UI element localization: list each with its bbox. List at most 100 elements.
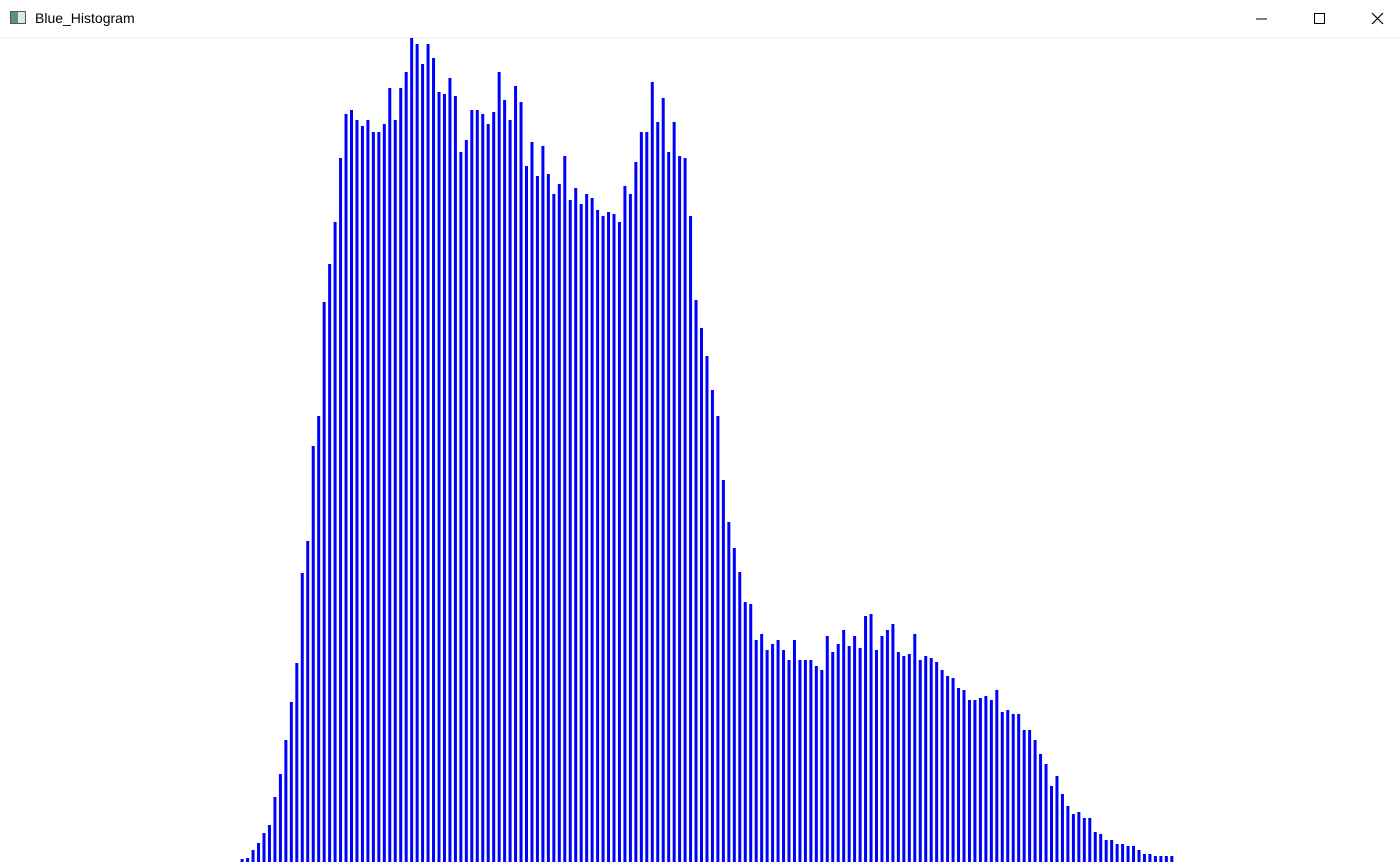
bar xyxy=(973,700,977,862)
bar xyxy=(984,696,988,862)
bar xyxy=(858,648,862,862)
bar xyxy=(410,38,414,862)
bar xyxy=(289,702,293,862)
bar xyxy=(1028,730,1032,862)
bar xyxy=(820,670,824,862)
bar xyxy=(967,700,971,862)
bar xyxy=(667,152,671,862)
bar xyxy=(847,646,851,862)
maximize-button[interactable] xyxy=(1290,0,1348,38)
bar xyxy=(1044,764,1048,862)
bar xyxy=(563,156,567,862)
bar xyxy=(344,114,348,862)
bar xyxy=(1039,754,1043,862)
bar xyxy=(935,662,939,862)
bar xyxy=(743,602,747,862)
bar xyxy=(388,88,392,862)
bar xyxy=(1093,832,1097,862)
bar xyxy=(437,92,441,862)
bar xyxy=(415,44,419,862)
bar xyxy=(913,634,917,862)
bar xyxy=(317,416,321,862)
bar xyxy=(371,132,375,862)
bar xyxy=(426,44,430,862)
bar xyxy=(306,541,310,862)
bar xyxy=(1148,854,1152,862)
bar xyxy=(251,850,255,862)
bar xyxy=(295,663,299,862)
bar xyxy=(530,142,534,862)
bar xyxy=(957,688,961,862)
bar xyxy=(601,216,605,862)
bar xyxy=(607,212,611,862)
bar xyxy=(896,652,900,862)
bar xyxy=(853,636,857,862)
histogram xyxy=(240,38,1174,862)
bar xyxy=(574,188,578,862)
bar xyxy=(448,78,452,862)
bar xyxy=(1110,840,1114,862)
bar xyxy=(262,833,266,862)
bar xyxy=(710,390,714,862)
bar xyxy=(360,126,364,862)
bar xyxy=(617,222,621,862)
bar xyxy=(535,176,539,862)
title-bar: Blue_Histogram xyxy=(0,0,1400,38)
bar xyxy=(475,110,479,862)
bar xyxy=(661,98,665,862)
bar xyxy=(782,650,786,862)
bar xyxy=(946,676,950,862)
bar xyxy=(803,660,807,862)
bar xyxy=(355,120,359,862)
bar xyxy=(918,660,922,862)
bar xyxy=(267,825,271,862)
close-button[interactable] xyxy=(1348,0,1400,38)
bar xyxy=(825,636,829,862)
bar xyxy=(814,666,818,862)
bar xyxy=(300,573,304,862)
bar xyxy=(951,678,955,862)
window-title: Blue_Histogram xyxy=(35,10,135,26)
bar xyxy=(754,640,758,862)
bar xyxy=(240,859,244,862)
bar xyxy=(399,88,403,862)
bar xyxy=(328,264,332,862)
bar xyxy=(716,416,720,862)
bar xyxy=(1099,834,1103,862)
bar xyxy=(339,158,343,862)
bar xyxy=(1022,730,1026,862)
bar xyxy=(585,194,589,862)
bar xyxy=(875,650,878,862)
bar xyxy=(1126,846,1130,862)
bar xyxy=(683,158,687,862)
bar xyxy=(885,630,889,862)
bar xyxy=(432,58,436,862)
bar xyxy=(257,843,261,862)
minimize-button[interactable] xyxy=(1232,0,1290,38)
bar xyxy=(1060,794,1064,862)
bar xyxy=(481,114,485,862)
bar xyxy=(962,690,966,862)
bar xyxy=(842,630,846,862)
bar xyxy=(382,124,386,862)
bar xyxy=(590,198,594,862)
bar xyxy=(645,132,649,862)
bar xyxy=(700,328,703,862)
bar xyxy=(546,174,550,862)
bar xyxy=(1017,714,1021,862)
bar xyxy=(366,120,370,862)
bar xyxy=(995,690,999,862)
bar xyxy=(442,94,446,862)
bar xyxy=(1000,712,1004,862)
bar xyxy=(1055,776,1059,862)
bar xyxy=(836,644,840,862)
bar xyxy=(831,652,835,862)
bar xyxy=(689,216,693,862)
bar xyxy=(1142,854,1146,862)
bar xyxy=(311,446,315,862)
bar xyxy=(749,604,753,862)
bar xyxy=(1159,856,1163,862)
bar xyxy=(1077,812,1081,862)
bar xyxy=(273,797,277,862)
bar xyxy=(1121,844,1125,862)
